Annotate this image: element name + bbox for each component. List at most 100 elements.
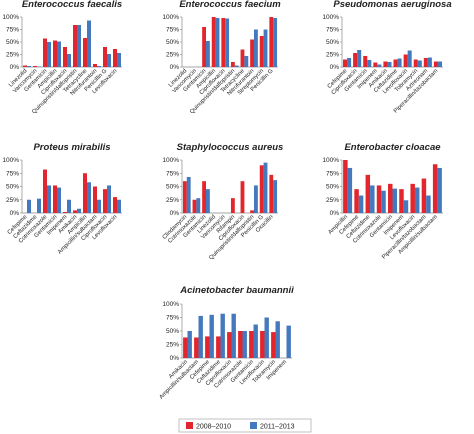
bar-series-a: [83, 38, 87, 67]
bar-series-a: [260, 331, 265, 358]
legend-swatch: [186, 422, 193, 429]
bar-series-a: [205, 336, 210, 358]
y-tick-label: 100%: [162, 301, 179, 308]
y-tick-label: 75%: [6, 27, 19, 34]
bar-series-a: [363, 56, 368, 67]
y-tick-label: 50%: [166, 328, 179, 335]
bar-series-b: [117, 199, 121, 213]
bar-series-a: [194, 337, 199, 358]
bar-series-b: [264, 317, 269, 358]
bar-series-b: [97, 199, 101, 213]
bar-series-b: [27, 66, 31, 67]
y-tick-label: 25%: [166, 197, 179, 204]
bar-series-a: [269, 174, 274, 213]
bar-series-b: [67, 199, 71, 213]
bar-series-b: [225, 18, 230, 67]
panel-4: Staphylococcus aureus0%25%50%75%100%Clin…: [162, 142, 284, 261]
panel-5: Enterobacter cloacae0%25%50%75%100%Ampic…: [322, 142, 443, 261]
panel-title: Enterobacter cloacae: [344, 142, 441, 153]
bar-series-b: [67, 54, 71, 67]
bar-series-a: [230, 62, 235, 67]
y-tick-label: 25%: [6, 197, 19, 204]
y-tick-label: 50%: [326, 184, 339, 191]
bar-series-a: [343, 59, 348, 67]
bar-series-b: [107, 185, 111, 213]
y-tick-label: 75%: [326, 27, 339, 34]
y-tick-label: 75%: [166, 315, 179, 322]
y-tick-label: 50%: [6, 39, 19, 46]
bar-series-b: [27, 199, 31, 213]
bar-series-b: [275, 321, 280, 358]
bar-series-b: [263, 29, 268, 67]
y-tick-label: 100%: [2, 157, 19, 164]
bar-series-b: [377, 64, 382, 67]
bar-series-b: [186, 176, 191, 213]
y-tick-label: 0%: [170, 355, 180, 362]
bar-series-a: [23, 65, 27, 67]
bar-series-a: [216, 336, 221, 358]
bar-series-b: [37, 198, 41, 213]
y-tick-label: 0%: [170, 210, 180, 217]
y-tick-label: 100%: [2, 14, 19, 21]
bar-series-b: [242, 331, 247, 358]
panel-3: Proteus mirabilis0%25%50%75%100%Cefepime…: [2, 142, 122, 256]
bar-series-a: [113, 49, 117, 67]
bar-series-a: [93, 186, 97, 213]
bar-series-b: [367, 60, 372, 67]
bar-series-a: [93, 64, 97, 67]
bar-series-a: [365, 174, 371, 213]
bar-series-a: [373, 62, 378, 67]
bar-series-a: [388, 183, 393, 213]
bar-series-a: [230, 198, 235, 213]
bar-series-a: [33, 66, 37, 67]
bar-series-a: [73, 210, 77, 213]
bar-series-a: [227, 332, 232, 358]
bar-series-b: [397, 58, 402, 67]
bar-series-a: [250, 210, 254, 213]
y-tick-label: 100%: [322, 14, 339, 21]
bar-series-a: [421, 178, 427, 213]
bar-series-a: [103, 47, 107, 67]
panel-2: Pseudomonas aeruginosa0%25%50%75%100%Cef…: [322, 0, 451, 115]
bar-series-a: [249, 331, 254, 358]
bar-series-b: [254, 185, 258, 213]
bar-series-b: [437, 167, 442, 213]
bar-series-b: [97, 66, 101, 67]
bar-series-a: [53, 185, 57, 213]
panel-title: Enterococcus faecium: [179, 0, 281, 10]
bar-series-a: [53, 40, 57, 67]
y-tick-label: 50%: [6, 184, 19, 191]
bar-series-b: [87, 182, 91, 213]
bar-series-a: [383, 61, 388, 67]
y-tick-label: 25%: [326, 197, 339, 204]
bar-series-b: [77, 25, 81, 67]
y-tick-label: 0%: [10, 210, 20, 217]
bar-series-a: [43, 38, 47, 67]
bar-series-b: [273, 180, 278, 213]
y-tick-label: 25%: [326, 52, 339, 59]
panel-title: Proteus mirabilis: [33, 142, 110, 153]
bar-series-b: [47, 42, 51, 67]
bar-series-b: [347, 58, 352, 67]
bar-series-a: [240, 49, 245, 67]
bar-series-a: [403, 54, 408, 67]
bar-series-b: [370, 185, 375, 213]
y-tick-label: 0%: [10, 64, 20, 71]
bar-series-a: [183, 337, 188, 358]
legend-label: 2011–2013: [260, 424, 295, 431]
y-tick-label: 100%: [162, 157, 179, 164]
bar-series-b: [206, 189, 210, 213]
bar-series-b: [231, 313, 236, 358]
y-tick-label: 0%: [330, 210, 340, 217]
bar-series-b: [357, 50, 362, 67]
bar-series-a: [432, 164, 438, 213]
y-tick-label: 75%: [326, 170, 339, 177]
bar-series-b: [387, 62, 392, 67]
bar-series-a: [413, 59, 418, 67]
bar-series-b: [273, 18, 278, 67]
bar-series-b: [77, 208, 81, 213]
bar-series-b: [209, 314, 214, 358]
bar-series-b: [47, 185, 51, 213]
y-tick-label: 100%: [322, 157, 339, 164]
bar-series-b: [347, 167, 353, 213]
